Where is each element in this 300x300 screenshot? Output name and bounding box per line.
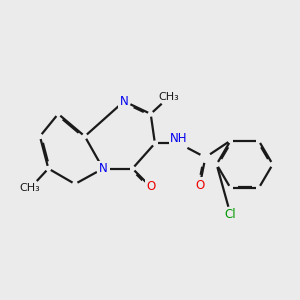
Text: N: N <box>99 162 107 175</box>
Text: NH: NH <box>170 132 188 145</box>
Text: N: N <box>120 95 128 108</box>
Text: Cl: Cl <box>225 208 236 221</box>
Text: CH₃: CH₃ <box>20 183 40 193</box>
Text: O: O <box>146 180 155 193</box>
Text: CH₃: CH₃ <box>159 92 179 102</box>
Text: O: O <box>195 179 204 192</box>
